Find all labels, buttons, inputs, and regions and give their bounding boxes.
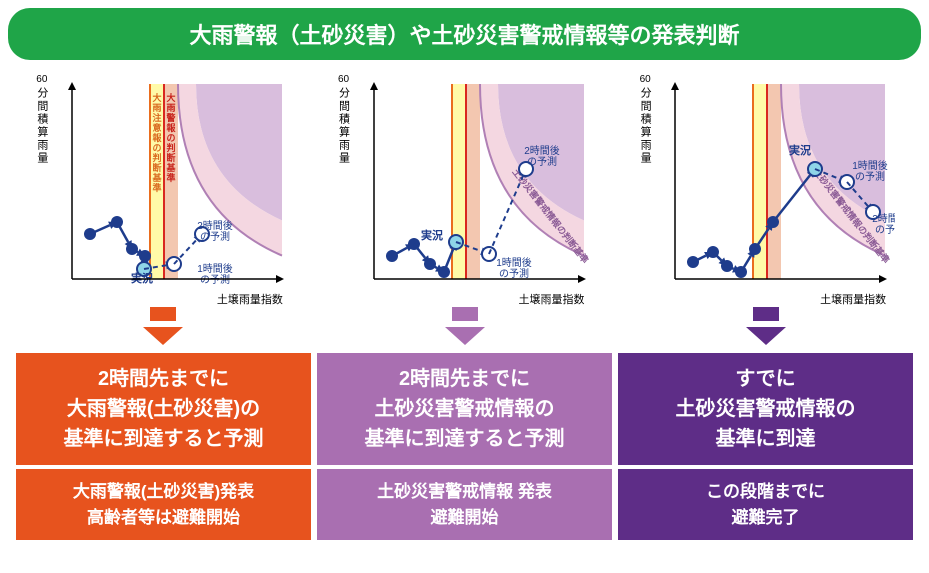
chart-1: 土砂災害警戒情報の判断基準実況1時間後の予測2時間後の予測 (354, 74, 594, 289)
svg-text:1時間後: 1時間後 (197, 262, 233, 275)
result-col-2: すでに土砂災害警戒情報の基準に到達この段階までに避難完了 (618, 353, 913, 540)
svg-text:の: の (166, 133, 175, 143)
svg-text:雨: 雨 (166, 103, 175, 113)
svg-text:報: 報 (166, 122, 176, 133)
chart-cell-2: 60分間積算雨量土砂災害警戒情報の判断基準実況1時間後の予測2時間後の予測土壌雨… (619, 74, 913, 349)
svg-text:2時間後: 2時間後 (872, 212, 895, 225)
svg-text:の予測: の予測 (855, 170, 885, 183)
svg-text:2時間後: 2時間後 (524, 144, 560, 157)
svg-text:2時間後: 2時間後 (197, 219, 233, 232)
svg-text:1時間後: 1時間後 (496, 256, 532, 269)
svg-text:判: 判 (152, 152, 161, 163)
y-axis: 60 分間積算雨量 (637, 74, 653, 165)
y-axis-top: 60 (640, 74, 651, 85)
result-main: 2時間先までに大雨警報(土砂災害)の基準に到達すると予測 (16, 353, 311, 465)
svg-text:基: 基 (165, 162, 176, 173)
down-arrow (746, 307, 786, 349)
svg-text:断: 断 (152, 162, 161, 173)
result-col-0: 2時間先までに大雨警報(土砂災害)の基準に到達すると予測大雨警報(土砂災害)発表… (16, 353, 311, 540)
svg-text:意: 意 (152, 122, 161, 133)
chart-wrap: 60分間積算雨量土砂災害警戒情報の判断基準実況1時間後の予測2時間後の予測 (637, 74, 895, 289)
svg-text:断: 断 (166, 152, 175, 163)
x-axis-label: 土壌雨量指数 (345, 291, 585, 307)
result-sub: この段階までに避難完了 (618, 469, 913, 540)
y-axis-label: 分間積算雨量 (637, 87, 653, 165)
svg-text:基: 基 (151, 172, 162, 183)
svg-text:雨: 雨 (152, 103, 161, 113)
chart-2: 土砂災害警戒情報の判断基準実況1時間後の予測2時間後の予測 (655, 74, 895, 289)
result-main: 2時間先までに土砂災害警戒情報の基準に到達すると予測 (317, 353, 612, 465)
down-arrow (445, 307, 485, 349)
svg-text:判: 判 (166, 142, 175, 153)
x-axis-label: 土壌雨量指数 (646, 291, 886, 307)
title-bar: 大雨警報（土砂災害）や土砂災害警戒情報等の発表判断 (8, 8, 921, 60)
svg-text:大: 大 (166, 92, 175, 103)
svg-text:大: 大 (152, 92, 161, 103)
svg-text:実況: 実況 (421, 228, 443, 242)
svg-text:1時間後: 1時間後 (852, 159, 888, 172)
chart-wrap: 60分間積算雨量土砂災害警戒情報の判断基準実況1時間後の予測2時間後の予測 (336, 74, 594, 289)
result-sub: 土砂災害警戒情報 発表避難開始 (317, 469, 612, 540)
svg-text:注: 注 (152, 112, 161, 123)
svg-text:の: の (152, 143, 161, 153)
y-axis-top: 60 (36, 74, 47, 85)
svg-text:実況: 実況 (789, 143, 811, 157)
chart-0: 大雨注意報の判断基準大雨警報の判断基準実況1時間後の予測2時間後の予測 (52, 74, 292, 289)
y-axis-label: 分間積算雨量 (34, 87, 50, 165)
y-axis-top: 60 (338, 74, 349, 85)
chart-cell-0: 60 分間積算雨量 大雨注意報の判断基準 大雨警報の判断基準実況 1時間後 の予測2時間後… (16, 74, 310, 349)
svg-text:警: 警 (166, 112, 175, 123)
y-axis: 60 分間積算雨量 (34, 74, 50, 165)
results-row: 2時間先までに大雨警報(土砂災害)の基準に到達すると予測大雨警報(土砂災害)発表… (8, 353, 921, 540)
result-col-1: 2時間先までに土砂災害警戒情報の基準に到達すると予測土砂災害警戒情報 発表避難開… (317, 353, 612, 540)
result-main: すでに土砂災害警戒情報の基準に到達 (618, 353, 913, 465)
svg-text:の予測: の予測 (527, 155, 557, 168)
chart-cell-1: 60分間積算雨量土砂災害警戒情報の判断基準実況1時間後の予測2時間後の予測土壌雨… (318, 74, 612, 349)
svg-text:準: 準 (166, 172, 175, 183)
svg-text:の予測: の予測 (875, 223, 895, 236)
chart-wrap: 60 分間積算雨量 大雨注意報の判断基準 大雨警報の判断基準実況 1時間後 の予測2時間後… (34, 74, 292, 289)
x-axis-label: 土壌雨量指数 (43, 291, 283, 307)
y-axis: 60 分間積算雨量 (336, 74, 352, 165)
svg-text:実況: 実況 (131, 271, 153, 285)
y-axis-label: 分間積算雨量 (336, 87, 352, 165)
svg-text:報: 報 (152, 132, 162, 143)
down-arrow (143, 307, 183, 349)
svg-text:準: 準 (152, 182, 161, 193)
svg-text:の予測: の予測 (499, 267, 529, 280)
svg-text:の予測: の予測 (200, 230, 230, 243)
result-sub: 大雨警報(土砂災害)発表高齢者等は避難開始 (16, 469, 311, 540)
charts-row: 60分間積算雨量大雨注意報の判断基準大雨警報の判断基準実況1時間後の予測2時間後… (8, 74, 921, 349)
